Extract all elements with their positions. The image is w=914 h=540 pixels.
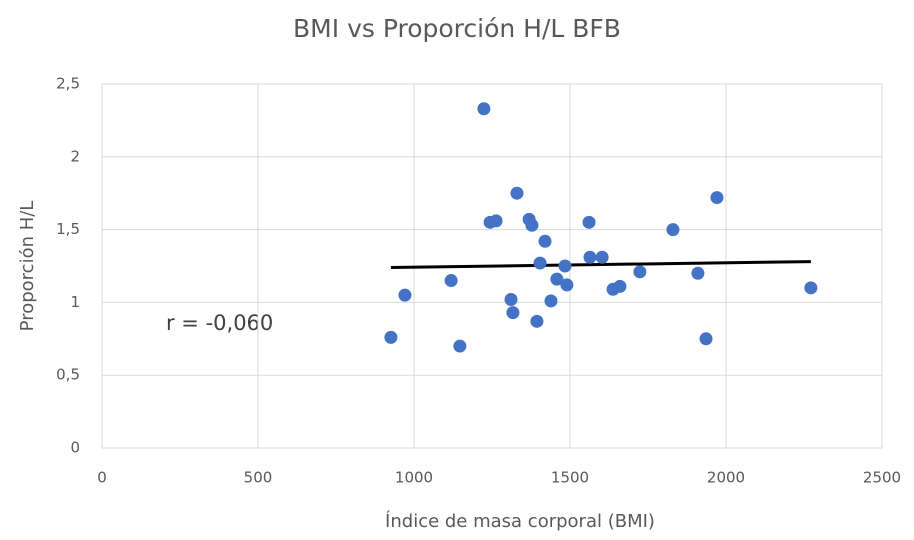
x-tick-label: 1500: [551, 469, 589, 487]
x-axis-label: Índice de masa corporal (BMI): [385, 510, 655, 532]
point: [583, 250, 597, 264]
x-tick-label: 500: [244, 469, 273, 487]
point: [633, 265, 647, 279]
point: [558, 259, 572, 273]
y-tick-label: 0,5: [56, 366, 80, 384]
point: [666, 223, 680, 237]
trendline: [390, 260, 811, 269]
y-tick-label: 1: [70, 293, 80, 311]
chart-title: BMI vs Proporción H/L BFB: [293, 14, 621, 43]
y-tick-label: 2,5: [56, 75, 80, 93]
x-tick-label: 1000: [395, 469, 433, 487]
point: [613, 279, 627, 293]
point: [504, 292, 518, 306]
point: [560, 278, 574, 292]
point: [530, 314, 544, 328]
point: [525, 218, 539, 232]
point: [477, 102, 491, 116]
y-tick-label: 2: [70, 147, 80, 165]
y-tick-label: 0: [70, 439, 80, 457]
annotation: r = -0,060: [166, 311, 273, 335]
point: [544, 294, 558, 308]
point: [582, 215, 596, 229]
x-tick-label: 0: [97, 469, 107, 487]
point: [444, 274, 458, 288]
point: [398, 288, 412, 302]
point: [699, 332, 713, 346]
x-tick-label: 2500: [863, 469, 901, 487]
point: [384, 330, 398, 344]
point: [533, 256, 547, 270]
point: [453, 339, 467, 353]
point: [506, 306, 520, 320]
point: [510, 186, 524, 200]
point: [710, 191, 724, 205]
point: [489, 214, 503, 228]
x-tick-label: 2000: [707, 469, 745, 487]
point: [804, 281, 818, 295]
point: [550, 272, 564, 286]
y-tick-label: 1,5: [56, 220, 80, 238]
point: [538, 234, 552, 248]
y-axis-label: Proporción H/L: [17, 201, 38, 332]
point: [595, 250, 609, 264]
point: [691, 266, 705, 280]
